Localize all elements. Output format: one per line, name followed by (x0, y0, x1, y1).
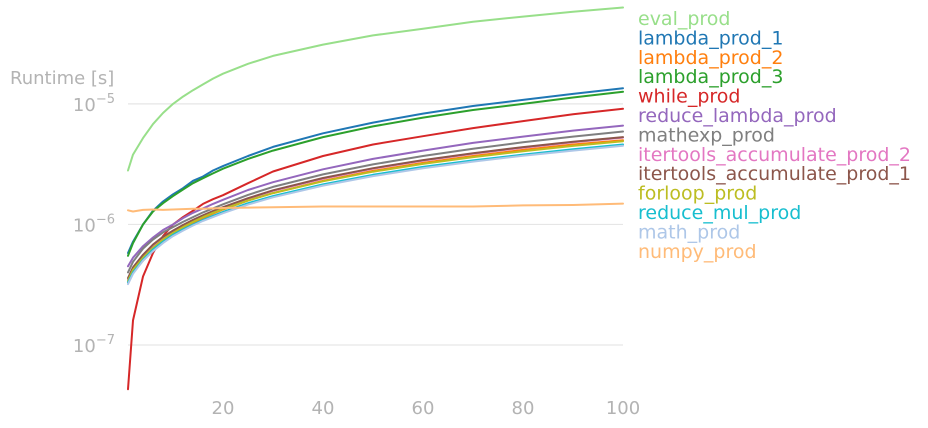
legend-item-eval_prod: eval_prod (638, 8, 731, 30)
series-line-eval_prod (127, 6, 624, 172)
legend-item-numpy_prod: numpy_prod (638, 241, 757, 263)
legend-item-mathexp_prod: mathexp_prod (638, 124, 775, 146)
series-line-forloop_prod (127, 140, 624, 282)
legend-item-reduce_lambda_prod: reduce_lambda_prod (638, 105, 837, 127)
x-axis-ticks: 20 40 60 80 100 (212, 398, 641, 419)
series-line-lambda_prod_2 (127, 139, 624, 284)
y-tick-label: 10−5 (73, 92, 115, 116)
legend-item-lambda_prod_2: lambda_prod_2 (638, 47, 783, 69)
x-tick-label: 100 (606, 398, 640, 419)
legend-item-lambda_prod_1: lambda_prod_1 (638, 27, 783, 49)
y-axis-title: Runtime [s] (10, 68, 114, 89)
series-line-numpy_prod (127, 202, 624, 213)
x-tick-label: 40 (312, 398, 335, 419)
y-axis-ticks: 10−7 10−6 10−5 (73, 92, 115, 357)
series-line-math_prod (127, 144, 624, 286)
x-tick-label: 20 (212, 398, 235, 419)
legend-item-while_prod: while_prod (638, 86, 740, 108)
legend-item-lambda_prod_3: lambda_prod_3 (638, 66, 783, 88)
x-tick-label: 60 (412, 398, 435, 419)
legend-item-math_prod: math_prod (638, 221, 740, 243)
series-line-mathexp_prod (127, 130, 624, 274)
series-lines (127, 6, 624, 391)
series-line-while_prod (127, 107, 624, 391)
legend-item-itertools_accumulate_prod_2: itertools_accumulate_prod_2 (638, 144, 911, 166)
legend-item-reduce_mul_prod: reduce_mul_prod (638, 202, 801, 224)
y-tick-label: 10−7 (73, 333, 115, 357)
legend-item-forloop_prod: forloop_prod (638, 183, 757, 205)
grid-lines (128, 103, 623, 346)
x-tick-label: 80 (512, 398, 535, 419)
y-tick-label: 10−6 (73, 212, 115, 236)
legend: eval_prodlambda_prod_1lambda_prod_2lambd… (638, 8, 911, 263)
legend-item-itertools_accumulate_prod_1: itertools_accumulate_prod_1 (638, 163, 911, 185)
series-line-reduce_lambda_prod (127, 124, 624, 268)
series-line-reduce_mul_prod (127, 143, 624, 284)
